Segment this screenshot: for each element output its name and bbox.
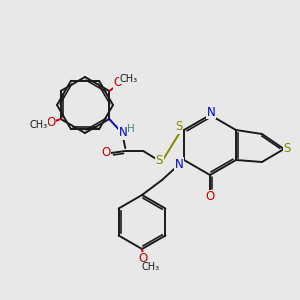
Text: H: H: [128, 124, 135, 134]
Text: S: S: [175, 121, 183, 134]
Text: O: O: [138, 253, 148, 266]
Text: O: O: [114, 76, 123, 89]
Text: N: N: [207, 106, 215, 118]
Text: O: O: [46, 116, 56, 130]
Text: N: N: [175, 158, 183, 170]
Text: CH₃: CH₃: [142, 262, 160, 272]
Text: N: N: [119, 127, 128, 140]
Text: O: O: [206, 190, 214, 203]
Text: CH₃: CH₃: [30, 120, 48, 130]
Text: S: S: [156, 154, 163, 167]
Text: S: S: [283, 142, 291, 155]
Text: O: O: [102, 146, 111, 160]
Text: CH₃: CH₃: [119, 74, 137, 84]
